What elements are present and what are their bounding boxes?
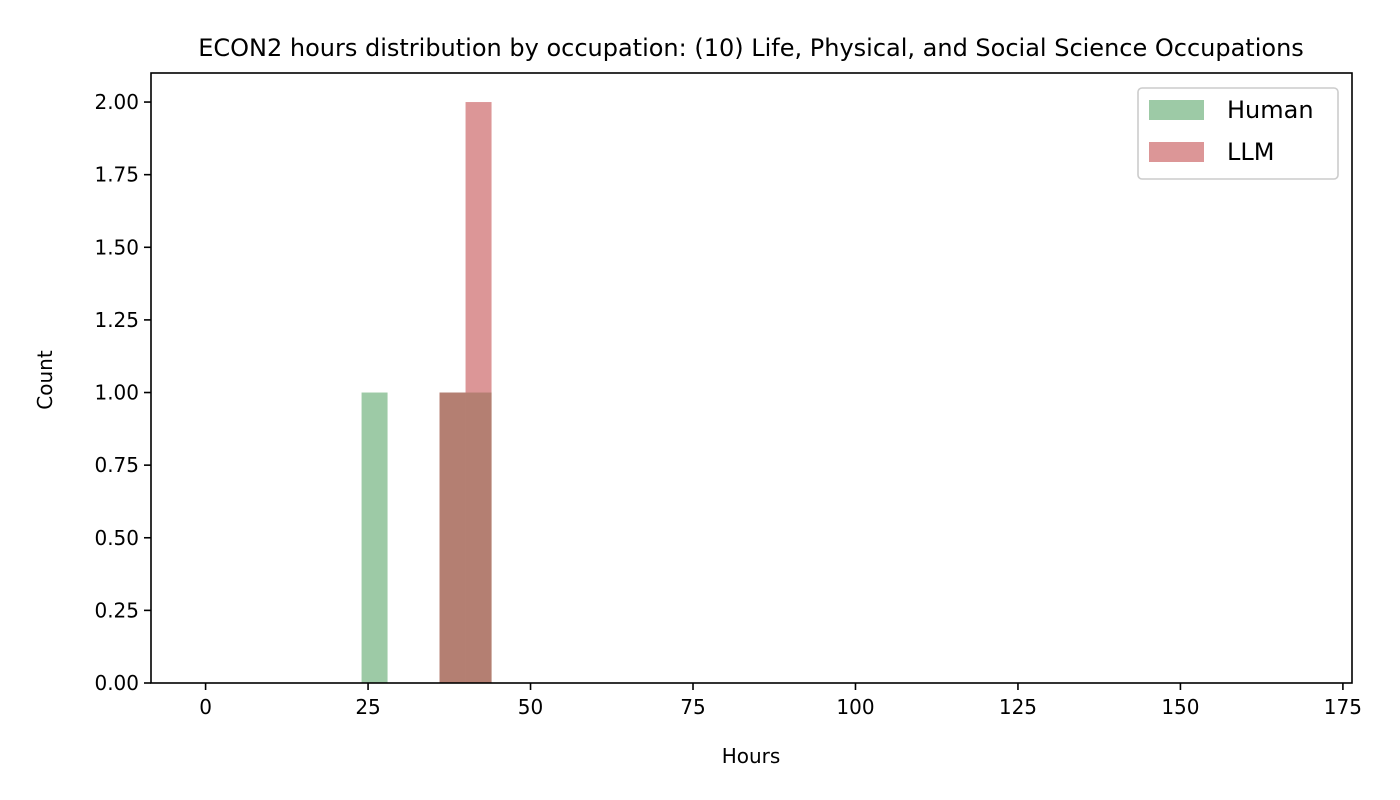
chart-title: ECON2 hours distribution by occupation: … [198, 34, 1304, 62]
y-tick-label: 1.50 [94, 235, 139, 259]
legend-label-llm: LLM [1227, 138, 1274, 166]
x-tick-label: 150 [1161, 695, 1199, 719]
x-tick-label: 175 [1324, 695, 1362, 719]
y-tick-label: 0.25 [94, 598, 139, 622]
y-tick-label: 1.75 [94, 163, 139, 187]
y-axis-ticks: 0.00 0.25 0.50 0.75 1.00 1.25 1.50 1.75 2.00 [94, 90, 151, 695]
x-tick-label: 0 [199, 695, 212, 719]
plot-frame [150, 72, 1353, 684]
y-tick-label: 0.50 [94, 526, 139, 550]
bar-overlap-1 [465, 392, 492, 683]
x-tick-label: 75 [680, 695, 705, 719]
x-tick-label: 25 [355, 695, 380, 719]
x-axis-ticks: 0 25 50 75 100 125 150 175 [199, 683, 1362, 719]
bar-human-0 [361, 392, 388, 683]
y-tick-label: 0.00 [94, 671, 139, 695]
x-axis-label: Hours [722, 744, 781, 768]
legend-swatch-human [1149, 100, 1204, 120]
bars-group [361, 102, 492, 684]
y-axis-label: Count [33, 350, 57, 410]
y-tick-label: 0.75 [94, 453, 139, 477]
legend-label-human: Human [1227, 96, 1314, 124]
legend: Human LLM [1137, 87, 1339, 180]
x-tick-label: 50 [518, 695, 543, 719]
y-tick-label: 1.25 [94, 308, 139, 332]
legend-swatch-llm [1149, 142, 1204, 162]
x-tick-label: 100 [836, 695, 874, 719]
y-tick-label: 1.00 [94, 381, 139, 405]
x-tick-label: 125 [999, 695, 1037, 719]
bar-overlap-0 [439, 392, 466, 683]
y-tick-label: 2.00 [94, 90, 139, 114]
